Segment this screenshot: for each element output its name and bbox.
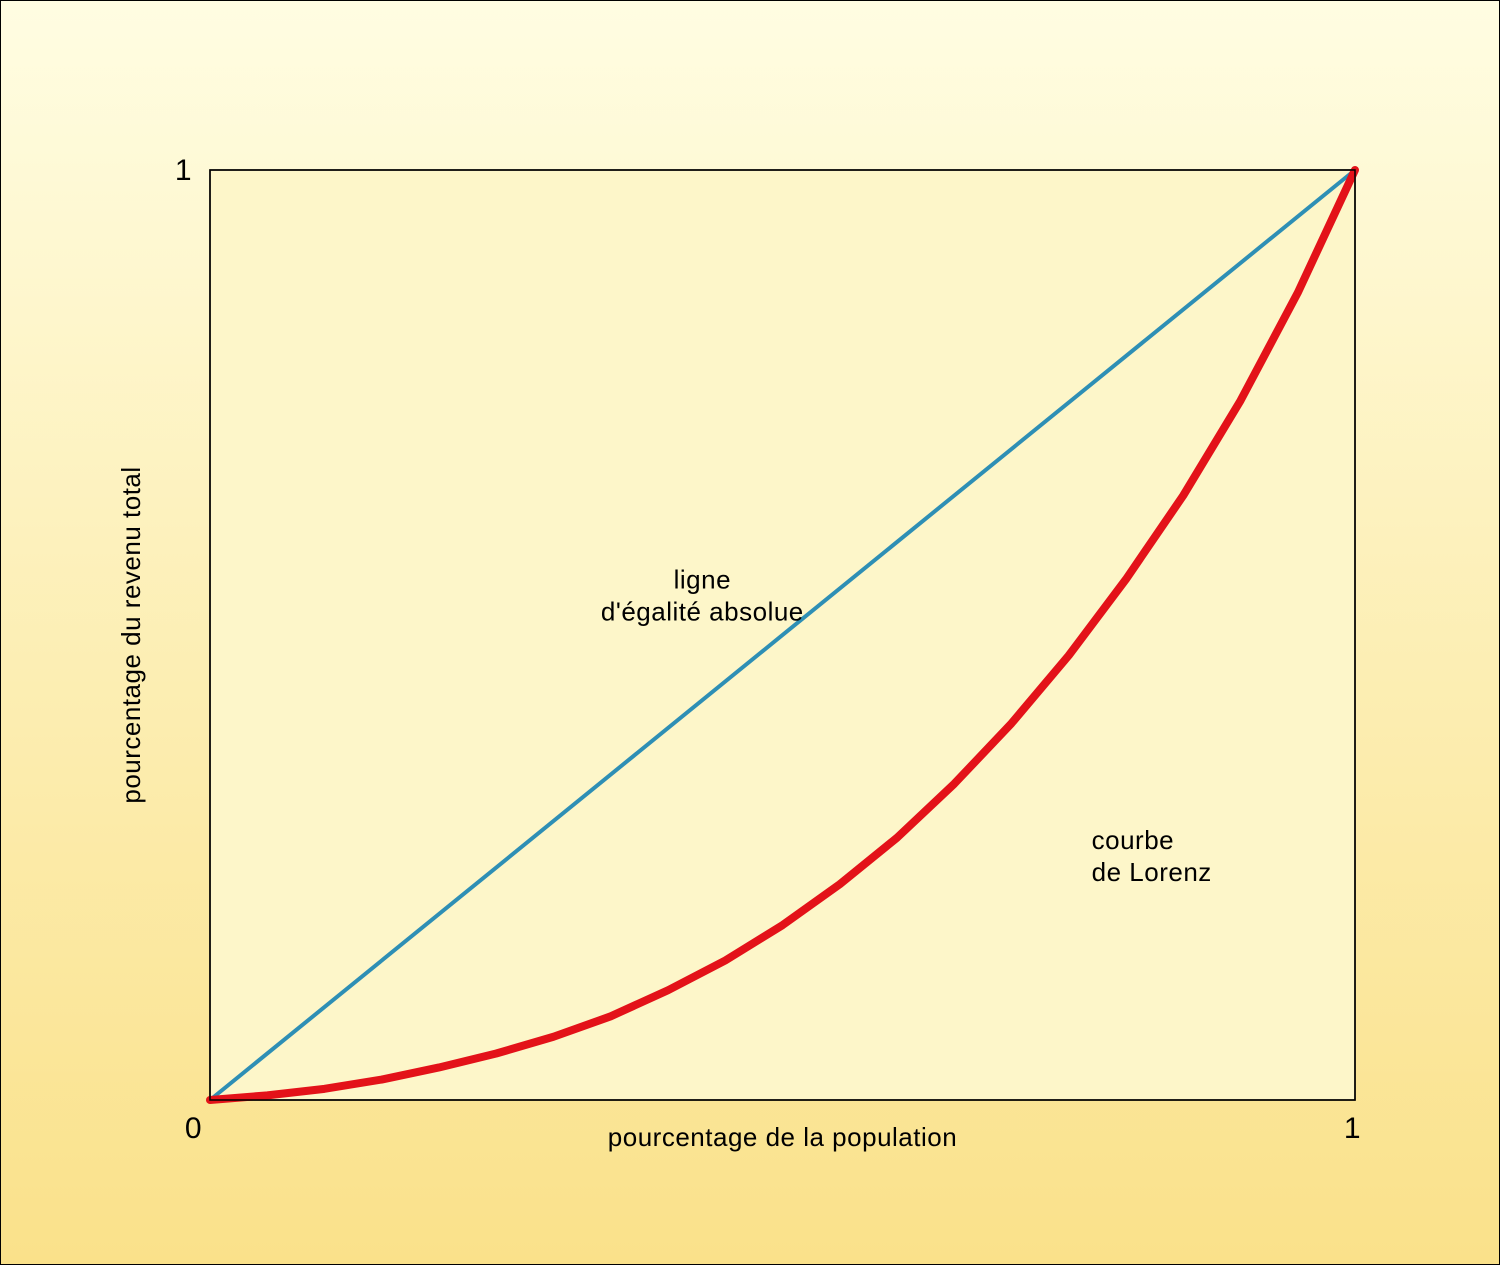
- x-axis-label: pourcentage de la population: [608, 1122, 957, 1152]
- y-axis-label: pourcentage du revenu total: [116, 466, 146, 803]
- x-tick-label: 0: [185, 1112, 202, 1145]
- lorenz-chart: 0 1 1 pourcentage de la population pourcenta…: [0, 0, 1500, 1265]
- annotation-line: courbe: [1092, 825, 1175, 855]
- y-tick-label: 1: [175, 154, 192, 187]
- annotation-line: d'égalité absolue: [601, 597, 804, 627]
- lorenz-chart-container: 0 1 1 pourcentage de la population pourcenta…: [0, 0, 1500, 1265]
- annotation-line: ligne: [674, 565, 731, 595]
- x-tick-label: 1: [1344, 1112, 1361, 1145]
- annotation-line: de Lorenz: [1092, 857, 1212, 887]
